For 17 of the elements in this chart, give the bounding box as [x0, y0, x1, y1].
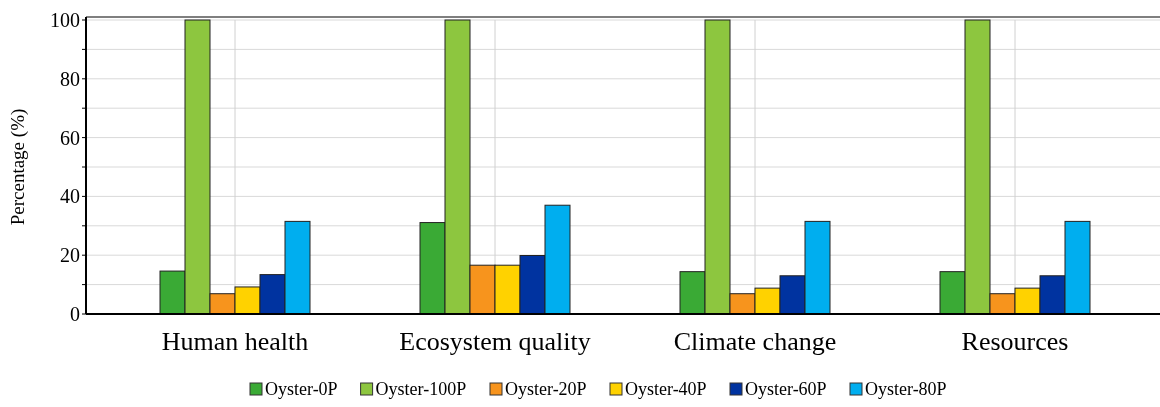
- y-tick-label: 80: [60, 67, 80, 90]
- legend-label: Oyster-80P: [865, 379, 947, 399]
- legend-label: Oyster-20P: [505, 379, 587, 399]
- y-tick-label: 0: [70, 303, 80, 325]
- y-tick-label: 20: [60, 244, 80, 267]
- legend-label: Oyster-60P: [745, 379, 827, 399]
- legend-label: Oyster-100P: [375, 379, 467, 399]
- y-axis-title: Percentage (%): [7, 108, 29, 226]
- legend-label: Oyster-40P: [625, 379, 707, 399]
- x-tick-label: Human health: [161, 327, 309, 356]
- x-tick-label: Ecosystem quality: [399, 327, 591, 356]
- x-tick-label: Resources: [961, 327, 1069, 356]
- x-tick-label: Climate change: [673, 327, 837, 356]
- legend-label: Oyster-0P: [265, 379, 338, 399]
- y-tick-label: 40: [60, 185, 80, 208]
- y-tick-label: 60: [60, 126, 80, 149]
- y-tick-label: 100: [50, 9, 80, 31]
